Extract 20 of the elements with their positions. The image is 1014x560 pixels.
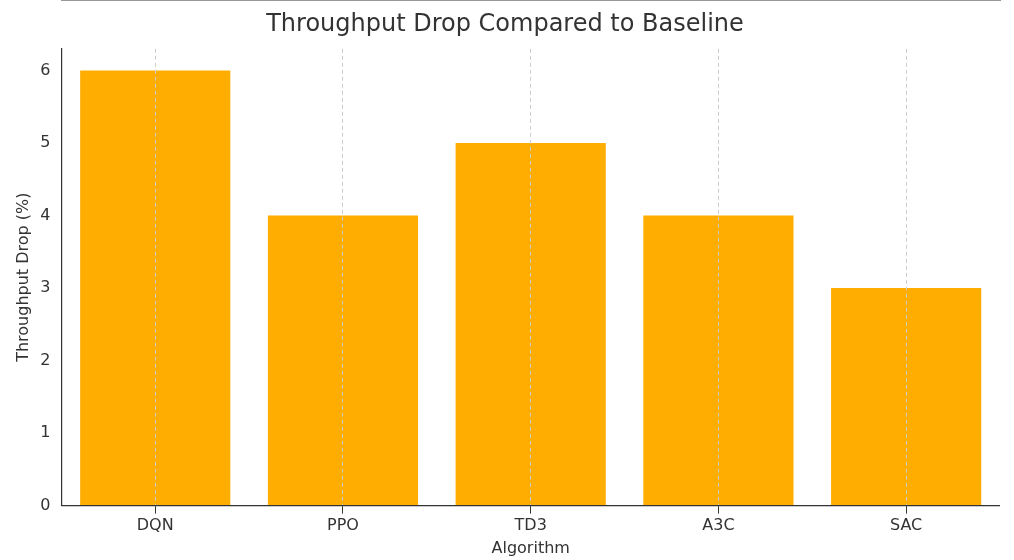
y-tick-label: 3 (40, 277, 51, 297)
y-tick-label: 0 (40, 494, 51, 514)
bar (831, 288, 982, 506)
x-axis-title: Algorithm (491, 537, 570, 557)
y-tick-label: 5 (40, 132, 51, 152)
bar (80, 70, 231, 506)
x-tick-label: A3C (702, 515, 735, 535)
y-tick-label: 4 (40, 204, 51, 224)
y-tick-label: 2 (40, 349, 51, 369)
bar (643, 215, 794, 506)
bar (267, 215, 419, 506)
bar (455, 143, 606, 506)
x-tick-label: TD3 (513, 515, 547, 535)
x-tick-label: SAC (889, 515, 923, 535)
y-tick-label: 1 (40, 422, 51, 442)
x-tick-label: PPO (327, 515, 359, 535)
y-axis-title: Throughput Drop (%) (12, 192, 32, 363)
chart-title: Throughput Drop Compared to Baseline (265, 8, 744, 37)
y-tick-label: 6 (40, 59, 51, 79)
x-tick-label: DQN (136, 515, 174, 535)
